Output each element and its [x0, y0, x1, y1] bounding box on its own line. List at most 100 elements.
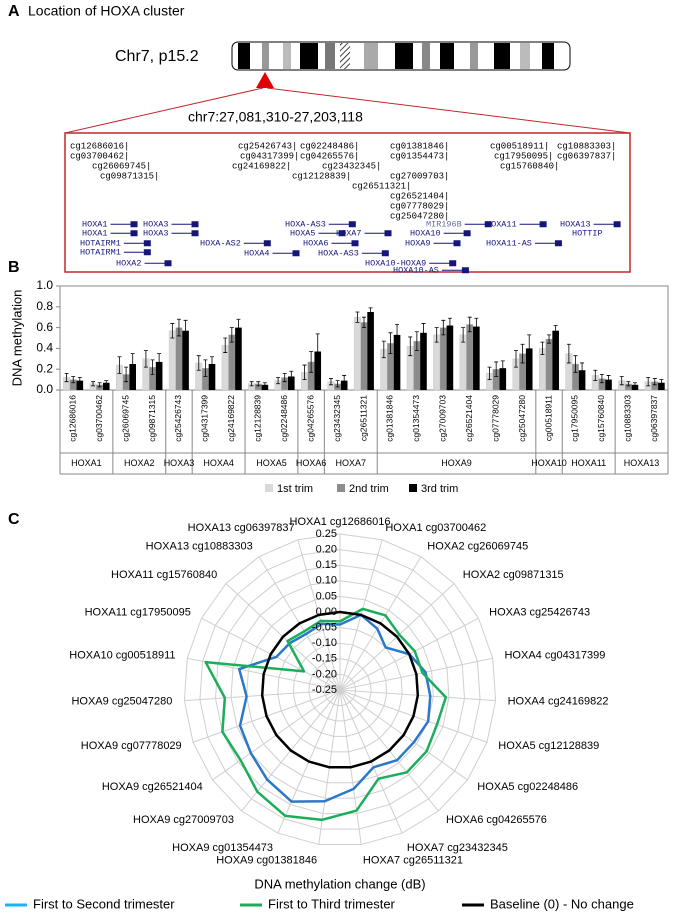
error-bar: [487, 366, 492, 380]
error-bar: [520, 343, 525, 364]
bar: [102, 382, 110, 390]
bar: [228, 334, 236, 391]
category-label: HOXA4 cg24169822: [508, 695, 609, 707]
error-bar: [150, 359, 155, 375]
x-tick-label: cg25426743: [173, 395, 183, 442]
error-bar: [593, 369, 598, 382]
probe-label: cg15760840|: [500, 161, 559, 171]
gene-label: HOXA1: [82, 219, 108, 229]
grid-ring: [214, 564, 466, 815]
x-tick-label: cg04265576: [305, 395, 315, 442]
error-bar: [71, 376, 76, 384]
gene-glyph: [130, 221, 138, 228]
gene-glyph: [484, 221, 492, 228]
grid-ring: [308, 658, 372, 722]
x-tick-label: cg00518911: [543, 395, 553, 441]
group-label: HOXA10: [531, 458, 567, 468]
error-bar: [408, 336, 413, 357]
x-tick-label: cg02248486: [279, 395, 289, 442]
probe-label: cg01354473|: [390, 151, 449, 161]
category-label: HOXA9 cg25047280: [71, 695, 172, 707]
gene-label: HOXA11: [486, 219, 517, 229]
category-label: HOXA13 cg10883303: [146, 540, 253, 552]
probe-label: cg12686016|: [70, 141, 129, 151]
gene-label: HOXA-AS2: [200, 238, 241, 248]
category-label: HOXA4 cg04317399: [504, 650, 605, 662]
bar: [353, 317, 361, 391]
error-bar: [414, 331, 419, 351]
grid-ring: [246, 595, 434, 784]
category-label: HOXA6 cg04265576: [446, 814, 547, 826]
gene-glyph: [338, 230, 346, 237]
error-bar: [223, 337, 228, 353]
locus-marker: [256, 72, 274, 88]
error-bar: [395, 324, 400, 346]
gene-label: HOTTIP: [572, 228, 603, 238]
category-label: HOXA1 cg03700462: [385, 522, 486, 534]
error-bar: [97, 382, 102, 388]
ideogram: [231, 41, 571, 71]
x-tick-label: cg12686016: [67, 395, 77, 442]
error-bar: [421, 323, 426, 343]
category-label: HOXA13 cg06397837: [188, 522, 295, 534]
gene-label: HOXA10-HOXA9: [365, 258, 426, 268]
error-bar: [362, 316, 366, 328]
legend-label: First to Third trimester: [268, 896, 396, 911]
gene-glyph: [453, 240, 461, 247]
gene-glyph: [539, 221, 547, 228]
gene-glyph: [463, 230, 471, 237]
bar: [578, 370, 586, 390]
r-tick-label: 0.00: [316, 606, 337, 618]
error-bar: [388, 332, 393, 354]
grid-ring: [183, 533, 497, 846]
x-tick-label: cg03700462: [94, 395, 104, 442]
gene-label: HOXA-AS3: [318, 248, 359, 258]
probe-label: cg04265576|: [300, 151, 359, 161]
probe-label: cg10883303|: [557, 141, 616, 151]
x-tick-label: cg24169822: [226, 395, 236, 442]
probe-label: cg02248486|: [300, 141, 359, 151]
gene-glyph: [130, 230, 138, 237]
y-tick-label: 0.8: [36, 299, 53, 313]
gene-label: HOTAIRM1: [80, 238, 121, 248]
bar: [288, 376, 295, 390]
category-label: HOXA2 cg26069745: [427, 540, 528, 552]
x-tick-label: cg23432345: [332, 395, 342, 442]
error-bar: [659, 379, 664, 387]
legend-swatch: [265, 484, 273, 492]
bar: [605, 379, 612, 390]
gene-label: HOXA6: [303, 238, 329, 248]
gene-label: HOXA10: [410, 228, 441, 238]
error-bar: [196, 355, 201, 371]
error-bar: [652, 378, 657, 386]
x-tick-label: cg12128839: [253, 395, 263, 442]
y-tick-label: 0.4: [36, 341, 53, 355]
error-bar: [342, 375, 347, 387]
gene-glyph: [164, 260, 172, 267]
bar: [235, 327, 242, 390]
probe-label: cg26521404|: [390, 191, 449, 201]
category-label: HOXA11 cg17950095: [85, 607, 191, 619]
x-tick-label: cg04317399: [200, 395, 210, 442]
error-bar: [500, 360, 505, 376]
group-label: HOXA3: [164, 458, 195, 468]
x-tick-label: cg26069745: [120, 395, 130, 442]
gene-glyph: [143, 240, 151, 247]
zoom-line: [266, 87, 631, 134]
error-bar: [599, 374, 604, 384]
error-bar: [381, 340, 386, 359]
bar: [552, 330, 559, 390]
gene-glyph: [263, 240, 271, 247]
bar: [433, 334, 441, 391]
bar: [76, 380, 84, 390]
error-bar: [256, 381, 261, 387]
r-tick-label: -0.15: [312, 653, 337, 665]
error-bar: [467, 316, 472, 333]
category-label: HOXA3 cg25426743: [489, 607, 590, 619]
probe-label: cg25426743|: [238, 141, 297, 151]
region-label: chr7:27,081,310-27,203,118: [188, 109, 363, 125]
x-tick-label: cg10883303: [623, 395, 633, 442]
r-tick-label: 0.10: [316, 575, 337, 587]
probe-label: cg26069745|: [92, 161, 151, 171]
